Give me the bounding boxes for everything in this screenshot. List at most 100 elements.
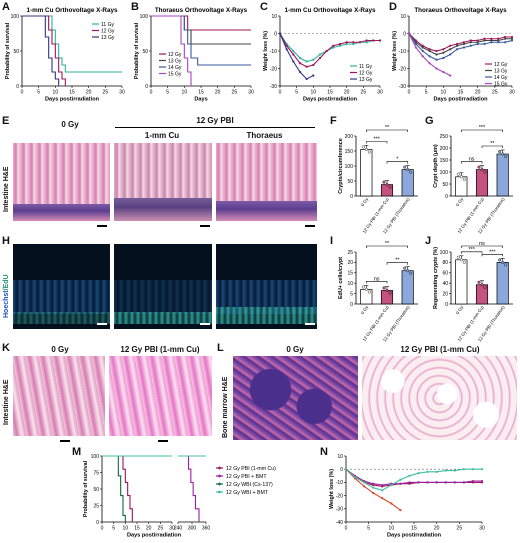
x-tick-label: 10: [53, 90, 59, 96]
x-tick-label: 10: [441, 90, 447, 96]
legend-label: 12 Gy: [359, 70, 373, 76]
data-point: [352, 42, 355, 46]
data-point: [455, 42, 459, 46]
x-tick-label: 20: [146, 526, 152, 532]
data-point: [345, 42, 348, 46]
y-tick-label: 0: [145, 84, 148, 90]
x-tick-label: 25: [492, 90, 498, 96]
significance-label: **: [385, 125, 390, 131]
replicate-point: [403, 266, 407, 270]
bar-1: [475, 169, 489, 197]
data-point: [399, 509, 402, 512]
significance-label: ns: [479, 241, 485, 247]
panel-letter-c: C: [260, 1, 268, 13]
e-image-cu: [114, 143, 212, 221]
legend-label: 12 Gy WBI + BMT: [226, 490, 269, 496]
replicate-point: [462, 260, 466, 264]
data-point: [510, 35, 514, 39]
series-line-0: [22, 15, 122, 73]
y-axis-label: Weight loss (%): [263, 31, 269, 71]
legend-label: 15 Gy: [168, 71, 182, 77]
y-tick-label: 150: [345, 149, 354, 155]
data-point: [510, 37, 514, 40]
l-header-12gy: 12 Gy PBI (1-mm Cu): [400, 345, 480, 354]
data-point: [399, 478, 402, 481]
significance-label: *: [396, 157, 399, 163]
y-axis-label: Weight loss (%): [329, 469, 335, 509]
y-tick-label: 100: [440, 170, 449, 176]
y-tick-label: 50: [93, 487, 99, 493]
legend-label: 14 Gy: [494, 75, 508, 81]
bar-2: [496, 262, 509, 305]
x-tick-label: 25: [103, 90, 109, 96]
data-point: [318, 56, 322, 60]
panel-letter-m: M: [72, 446, 82, 458]
data-point: [285, 44, 288, 47]
series-line-2: [408, 33, 513, 61]
significance-bracket: [366, 245, 408, 248]
data-point: [426, 470, 429, 473]
replicate-point: [483, 170, 487, 174]
y-tick-label: 200: [345, 134, 354, 140]
data-point: [278, 32, 282, 35]
chart-a-survival-cu: 1-mm Cu Orthovoltage X-Rays 0 5 10 15 20 25 30 0…: [5, 7, 125, 103]
x-tick-label: 30: [479, 526, 485, 532]
data-point: [428, 48, 431, 51]
replicate-point: [409, 271, 413, 275]
replicate-point: [504, 263, 508, 267]
x-axis-label: Days postirradiation: [45, 97, 100, 103]
bar-0: [455, 259, 468, 305]
data-point: [490, 37, 493, 40]
chart-title: 1-mm Cu Orthovoltage X-Rays: [27, 7, 118, 14]
data-point: [462, 42, 466, 46]
l-side-label: Bone marrow H&E: [222, 376, 229, 438]
legend-label: 11 Gy: [359, 64, 372, 70]
legend-marker: [218, 490, 221, 494]
data-point: [408, 474, 411, 477]
data-point: [428, 55, 431, 58]
k-scale-bar-1: [60, 440, 70, 442]
data-point: [504, 37, 507, 40]
y-tick-label: 80: [442, 260, 448, 266]
data-point: [372, 39, 375, 42]
e-header-0gy: 0 Gy: [61, 120, 79, 129]
x-tick-label: 0: [408, 90, 411, 96]
y-tick-label: 40: [442, 281, 448, 287]
y-tick-label: -10: [336, 480, 343, 486]
chart-title: 1-mm Cu Orthovoltage X-Rays: [285, 7, 376, 14]
replicate-point: [456, 255, 460, 259]
data-point: [399, 482, 402, 485]
y-tick-label: 0: [340, 467, 343, 473]
legend-label: 12 Gy: [168, 52, 182, 58]
y-tick-label: 10: [271, 14, 277, 20]
category-label: 0 Gy: [455, 196, 465, 207]
legend-marker: [218, 474, 221, 478]
y-tick-label: 100: [140, 14, 149, 20]
replicate-point: [483, 285, 487, 289]
data-point: [444, 481, 447, 484]
data-point: [285, 48, 288, 51]
data-point: [480, 468, 484, 471]
data-point: [442, 70, 445, 74]
significance-bracket: [481, 254, 503, 257]
panel-letter-l: L: [217, 342, 224, 354]
x-tick-label: 0: [150, 90, 153, 96]
data-point: [421, 49, 424, 53]
data-point: [298, 62, 302, 65]
x-tick-label: 20: [86, 90, 92, 96]
significance-label: ***: [373, 137, 380, 143]
y-tick-label: 250: [440, 134, 449, 140]
data-point: [426, 481, 429, 484]
x-tick-label: 25: [232, 90, 238, 96]
data-point: [305, 60, 308, 63]
panel-letter-f: F: [330, 115, 337, 127]
h-scale-bar-1: [97, 323, 107, 325]
chart-m-survival-bmt: 0 25 50 75 100 0 5 10 15 20 25 30 240 300 360 Days post…: [83, 454, 276, 539]
data-point: [453, 481, 456, 484]
e-scale-bar-2: [200, 225, 210, 227]
y-tick-label: 15: [347, 271, 353, 277]
x-tick-label: 5: [37, 90, 40, 96]
e-header-cu: 1-mm Cu: [144, 131, 180, 140]
